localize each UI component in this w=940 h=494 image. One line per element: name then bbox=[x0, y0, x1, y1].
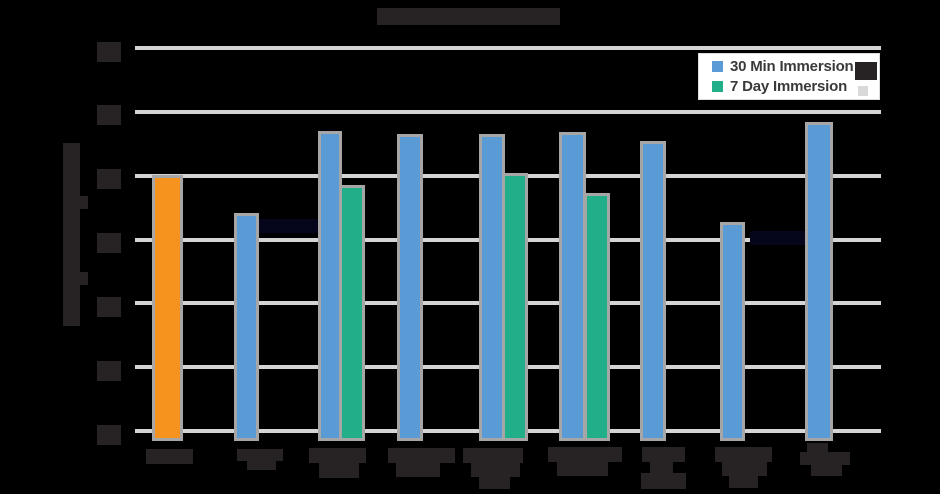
y-tick-label-redacted-5 bbox=[97, 361, 121, 381]
bar-30min-group6 bbox=[559, 131, 586, 441]
x-tick-label-redacted-7 bbox=[715, 447, 772, 462]
y-tick-label-redacted-3 bbox=[97, 233, 121, 253]
y-axis-title-redacted-notch bbox=[80, 272, 88, 285]
y-tick-label-redacted-0 bbox=[97, 42, 121, 62]
x-tick-label-redacted-1 bbox=[247, 460, 276, 470]
x-tick-label-redacted-7 bbox=[729, 475, 758, 488]
x-tick-label-redacted-5 bbox=[548, 447, 622, 462]
x-tick-label-redacted-3 bbox=[388, 448, 455, 463]
chart-title-redacted bbox=[377, 8, 560, 25]
y-tick-label-redacted-2 bbox=[97, 169, 121, 189]
legend-marker-blue-icon bbox=[712, 61, 723, 72]
bar-7day-group6 bbox=[584, 193, 610, 441]
y-axis-title-redacted bbox=[63, 143, 80, 326]
gridline-1 bbox=[135, 110, 881, 114]
bar-7day-group3 bbox=[339, 185, 365, 441]
y-tick-label-redacted-1 bbox=[97, 105, 121, 125]
bar-30min-group8 bbox=[720, 221, 745, 441]
chart-legend: 30 Min Immersion 7 Day Immersion bbox=[698, 53, 880, 100]
x-tick-label-redacted-8 bbox=[811, 464, 842, 476]
legend-label-30min: 30 Min Immersion bbox=[730, 58, 854, 75]
x-tick-label-redacted-8 bbox=[807, 443, 828, 452]
x-tick-label-redacted-6 bbox=[642, 447, 685, 462]
bar-30min-group9 bbox=[805, 121, 833, 441]
x-tick-label-redacted-4 bbox=[471, 462, 520, 477]
bar-30min-group7 bbox=[640, 140, 666, 441]
x-tick-label-redacted-2 bbox=[319, 463, 359, 478]
bar-30min-group1 bbox=[152, 174, 183, 441]
x-tick-label-redacted-8 bbox=[800, 452, 850, 465]
legend-label-7day: 7 Day Immersion bbox=[730, 78, 848, 95]
x-tick-label-redacted-4 bbox=[463, 448, 523, 463]
x-tick-label-redacted-7 bbox=[722, 461, 767, 476]
bar-30min-group2 bbox=[234, 212, 259, 441]
legend-overlay-redacted bbox=[855, 62, 877, 80]
y-axis-title-redacted-notch bbox=[80, 196, 88, 209]
x-tick-label-redacted-0 bbox=[146, 449, 193, 464]
gridline-0 bbox=[135, 46, 881, 50]
y-tick-label-redacted-4 bbox=[97, 297, 121, 317]
bar-7day-group5 bbox=[502, 173, 528, 441]
x-tick-label-redacted-3 bbox=[396, 463, 440, 477]
bar-30min-group4 bbox=[397, 134, 423, 441]
legend-entry-7day: 7 Day Immersion bbox=[712, 78, 879, 96]
y-tick-label-redacted-6 bbox=[97, 425, 121, 445]
x-tick-label-redacted-6 bbox=[650, 461, 673, 474]
x-tick-label-redacted-4 bbox=[479, 476, 510, 489]
legend-inner-redacted bbox=[858, 86, 868, 96]
x-tick-label-redacted-5 bbox=[557, 462, 608, 476]
data-label-redacted bbox=[750, 231, 806, 245]
legend-entry-30min: 30 Min Immersion bbox=[712, 58, 879, 76]
x-tick-label-redacted-1 bbox=[237, 449, 283, 461]
data-label-redacted bbox=[258, 219, 318, 233]
x-tick-label-redacted-6 bbox=[641, 473, 686, 489]
legend-marker-green-icon bbox=[712, 81, 723, 92]
x-tick-label-redacted-2 bbox=[309, 448, 366, 463]
